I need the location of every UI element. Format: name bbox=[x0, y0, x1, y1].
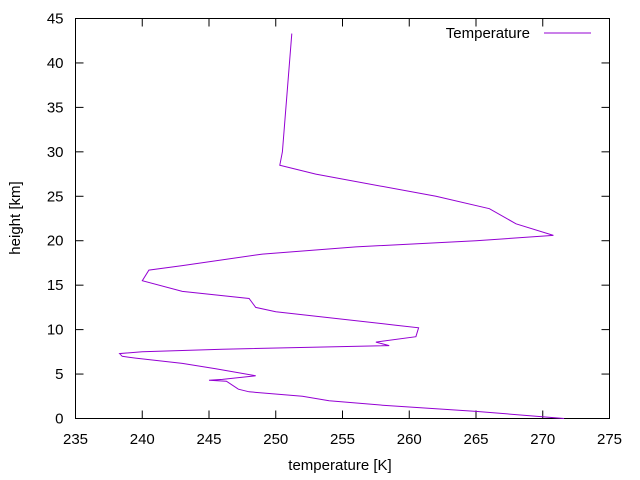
y-tick-label: 5 bbox=[55, 366, 63, 383]
series-line-temperature bbox=[118, 33, 565, 419]
y-tick-label: 0 bbox=[55, 411, 63, 428]
plot-frame bbox=[75, 18, 610, 419]
y-tick-label: 15 bbox=[47, 277, 64, 294]
legend: Temperature bbox=[446, 25, 591, 42]
y-tick-label: 45 bbox=[47, 11, 64, 28]
y-tick-label: 40 bbox=[47, 55, 64, 72]
x-tick-label: 255 bbox=[330, 431, 355, 448]
x-axis-ticks: 235 240 245 250 255 260 265 270 275 bbox=[63, 18, 622, 448]
y-axis-ticks: 0 5 10 15 20 25 30 35 40 45 bbox=[47, 11, 610, 428]
legend-label-temperature: Temperature bbox=[446, 25, 530, 42]
x-tick-label: 260 bbox=[397, 431, 422, 448]
x-axis-label: temperature [K] bbox=[288, 457, 391, 474]
x-tick-label: 250 bbox=[263, 431, 288, 448]
x-tick-label: 245 bbox=[196, 431, 221, 448]
x-tick-label: 240 bbox=[130, 431, 155, 448]
y-tick-label: 10 bbox=[47, 322, 64, 339]
x-tick-label: 275 bbox=[597, 431, 622, 448]
y-axis-label: height [km] bbox=[7, 181, 24, 254]
y-tick-label: 35 bbox=[47, 99, 64, 116]
y-tick-label: 20 bbox=[47, 233, 64, 250]
x-tick-label: 235 bbox=[63, 431, 88, 448]
x-tick-label: 270 bbox=[530, 431, 555, 448]
y-tick-label: 30 bbox=[47, 144, 64, 161]
x-tick-label: 265 bbox=[463, 431, 488, 448]
y-tick-label: 25 bbox=[47, 188, 64, 205]
